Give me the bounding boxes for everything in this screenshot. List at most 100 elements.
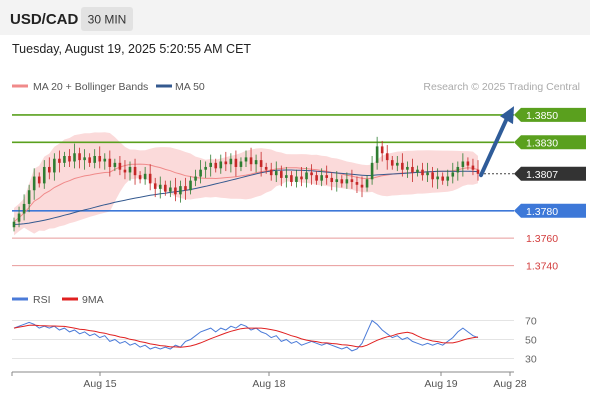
timestamp: Tuesday, August 19, 2025 5:20:55 AM CET [12, 42, 251, 56]
candle-body [93, 156, 96, 163]
timeframe-label: 30 MIN [88, 13, 127, 27]
candle-body [22, 203, 26, 214]
candle-body [194, 176, 197, 181]
forecast-arrow [479, 106, 514, 178]
candle-body [325, 175, 328, 178]
candle-body [406, 166, 409, 170]
x-axis: Aug 15 Aug 18 Aug 19 Aug 28 [11, 371, 527, 390]
candle-body [133, 166, 137, 176]
candle-body [426, 172, 429, 176]
candle [310, 164, 313, 185]
candle [113, 158, 117, 172]
candle-body [305, 172, 308, 180]
candle [179, 180, 182, 203]
rsi-tick-label: 50 [525, 335, 537, 347]
candle-body [295, 176, 298, 183]
candle [153, 177, 157, 198]
candle-body [78, 153, 81, 161]
candle-body [446, 176, 450, 181]
candle [446, 169, 450, 187]
candle [325, 165, 328, 185]
candle [315, 171, 318, 185]
candle [199, 160, 202, 184]
candle-body [466, 161, 470, 166]
candle [42, 160, 46, 189]
candle-body [204, 166, 207, 170]
candle [461, 153, 465, 177]
candle [406, 161, 409, 178]
candle-body [285, 175, 288, 178]
candle-body [73, 153, 76, 162]
candle-body [214, 162, 218, 169]
candle [451, 162, 455, 184]
candle [214, 158, 218, 173]
candle [229, 153, 233, 173]
candle-body [300, 176, 303, 180]
credit-label: Research © 2025 Trading Central [423, 81, 580, 93]
candle-body [345, 179, 349, 184]
candle [93, 149, 96, 169]
candle [22, 194, 26, 221]
candle [269, 162, 273, 181]
ma50-line [13, 169, 479, 225]
candle [259, 151, 263, 177]
candle [219, 154, 223, 174]
candle [264, 162, 268, 174]
candle-body [189, 180, 192, 191]
candle [370, 156, 374, 185]
candle-body [123, 169, 127, 173]
candle [17, 206, 21, 228]
rsi-ma-legend-label: 9MA [82, 294, 104, 306]
candle-body [27, 190, 31, 204]
candle-body [224, 161, 228, 165]
candle [385, 145, 389, 170]
candle [431, 166, 434, 188]
candle [295, 169, 298, 188]
candle [194, 169, 197, 187]
candle-body [148, 173, 152, 184]
candle-body [68, 156, 71, 162]
level-tag-1.3760: 1.3760 [526, 233, 558, 245]
candle [411, 158, 414, 183]
candle-body [355, 182, 359, 185]
candle-body [138, 175, 142, 180]
level-tag-bg-1.3780 [514, 203, 586, 218]
candle [345, 172, 349, 189]
forecast-arrow-head [500, 106, 514, 125]
candle-body [249, 157, 253, 165]
candle-body [164, 184, 167, 192]
moving-averages [13, 163, 479, 225]
candle [466, 157, 470, 170]
candle [244, 150, 248, 167]
candle-body [315, 175, 318, 181]
rsi-tick-label: 30 [525, 354, 537, 366]
candle-body [290, 175, 293, 183]
bollinger-band-area [14, 132, 478, 236]
candle [184, 177, 187, 200]
candle [280, 165, 283, 187]
candle [254, 154, 258, 173]
candle-body [390, 160, 394, 166]
candle [300, 166, 303, 187]
candle-body [143, 173, 147, 180]
candle-body [83, 157, 86, 161]
candle-body [58, 158, 61, 163]
candle [375, 136, 379, 170]
candle-body [42, 166, 46, 184]
candle [365, 175, 369, 192]
x-tick-label: Aug 28 [493, 378, 526, 390]
candle-body [88, 157, 91, 163]
candle-body [153, 183, 157, 189]
candle-body [335, 179, 339, 183]
candle-body [264, 166, 268, 170]
candle [441, 172, 444, 185]
level-tag-1.3850: 1.3850 [526, 110, 558, 122]
candle [164, 180, 167, 196]
candle [32, 168, 36, 200]
price-levels [12, 114, 514, 267]
candlesticks [12, 136, 480, 232]
x-tick-label: Aug 15 [83, 378, 116, 390]
rsi-panel: 70 50 30 [12, 316, 537, 366]
candle-body [254, 160, 258, 165]
